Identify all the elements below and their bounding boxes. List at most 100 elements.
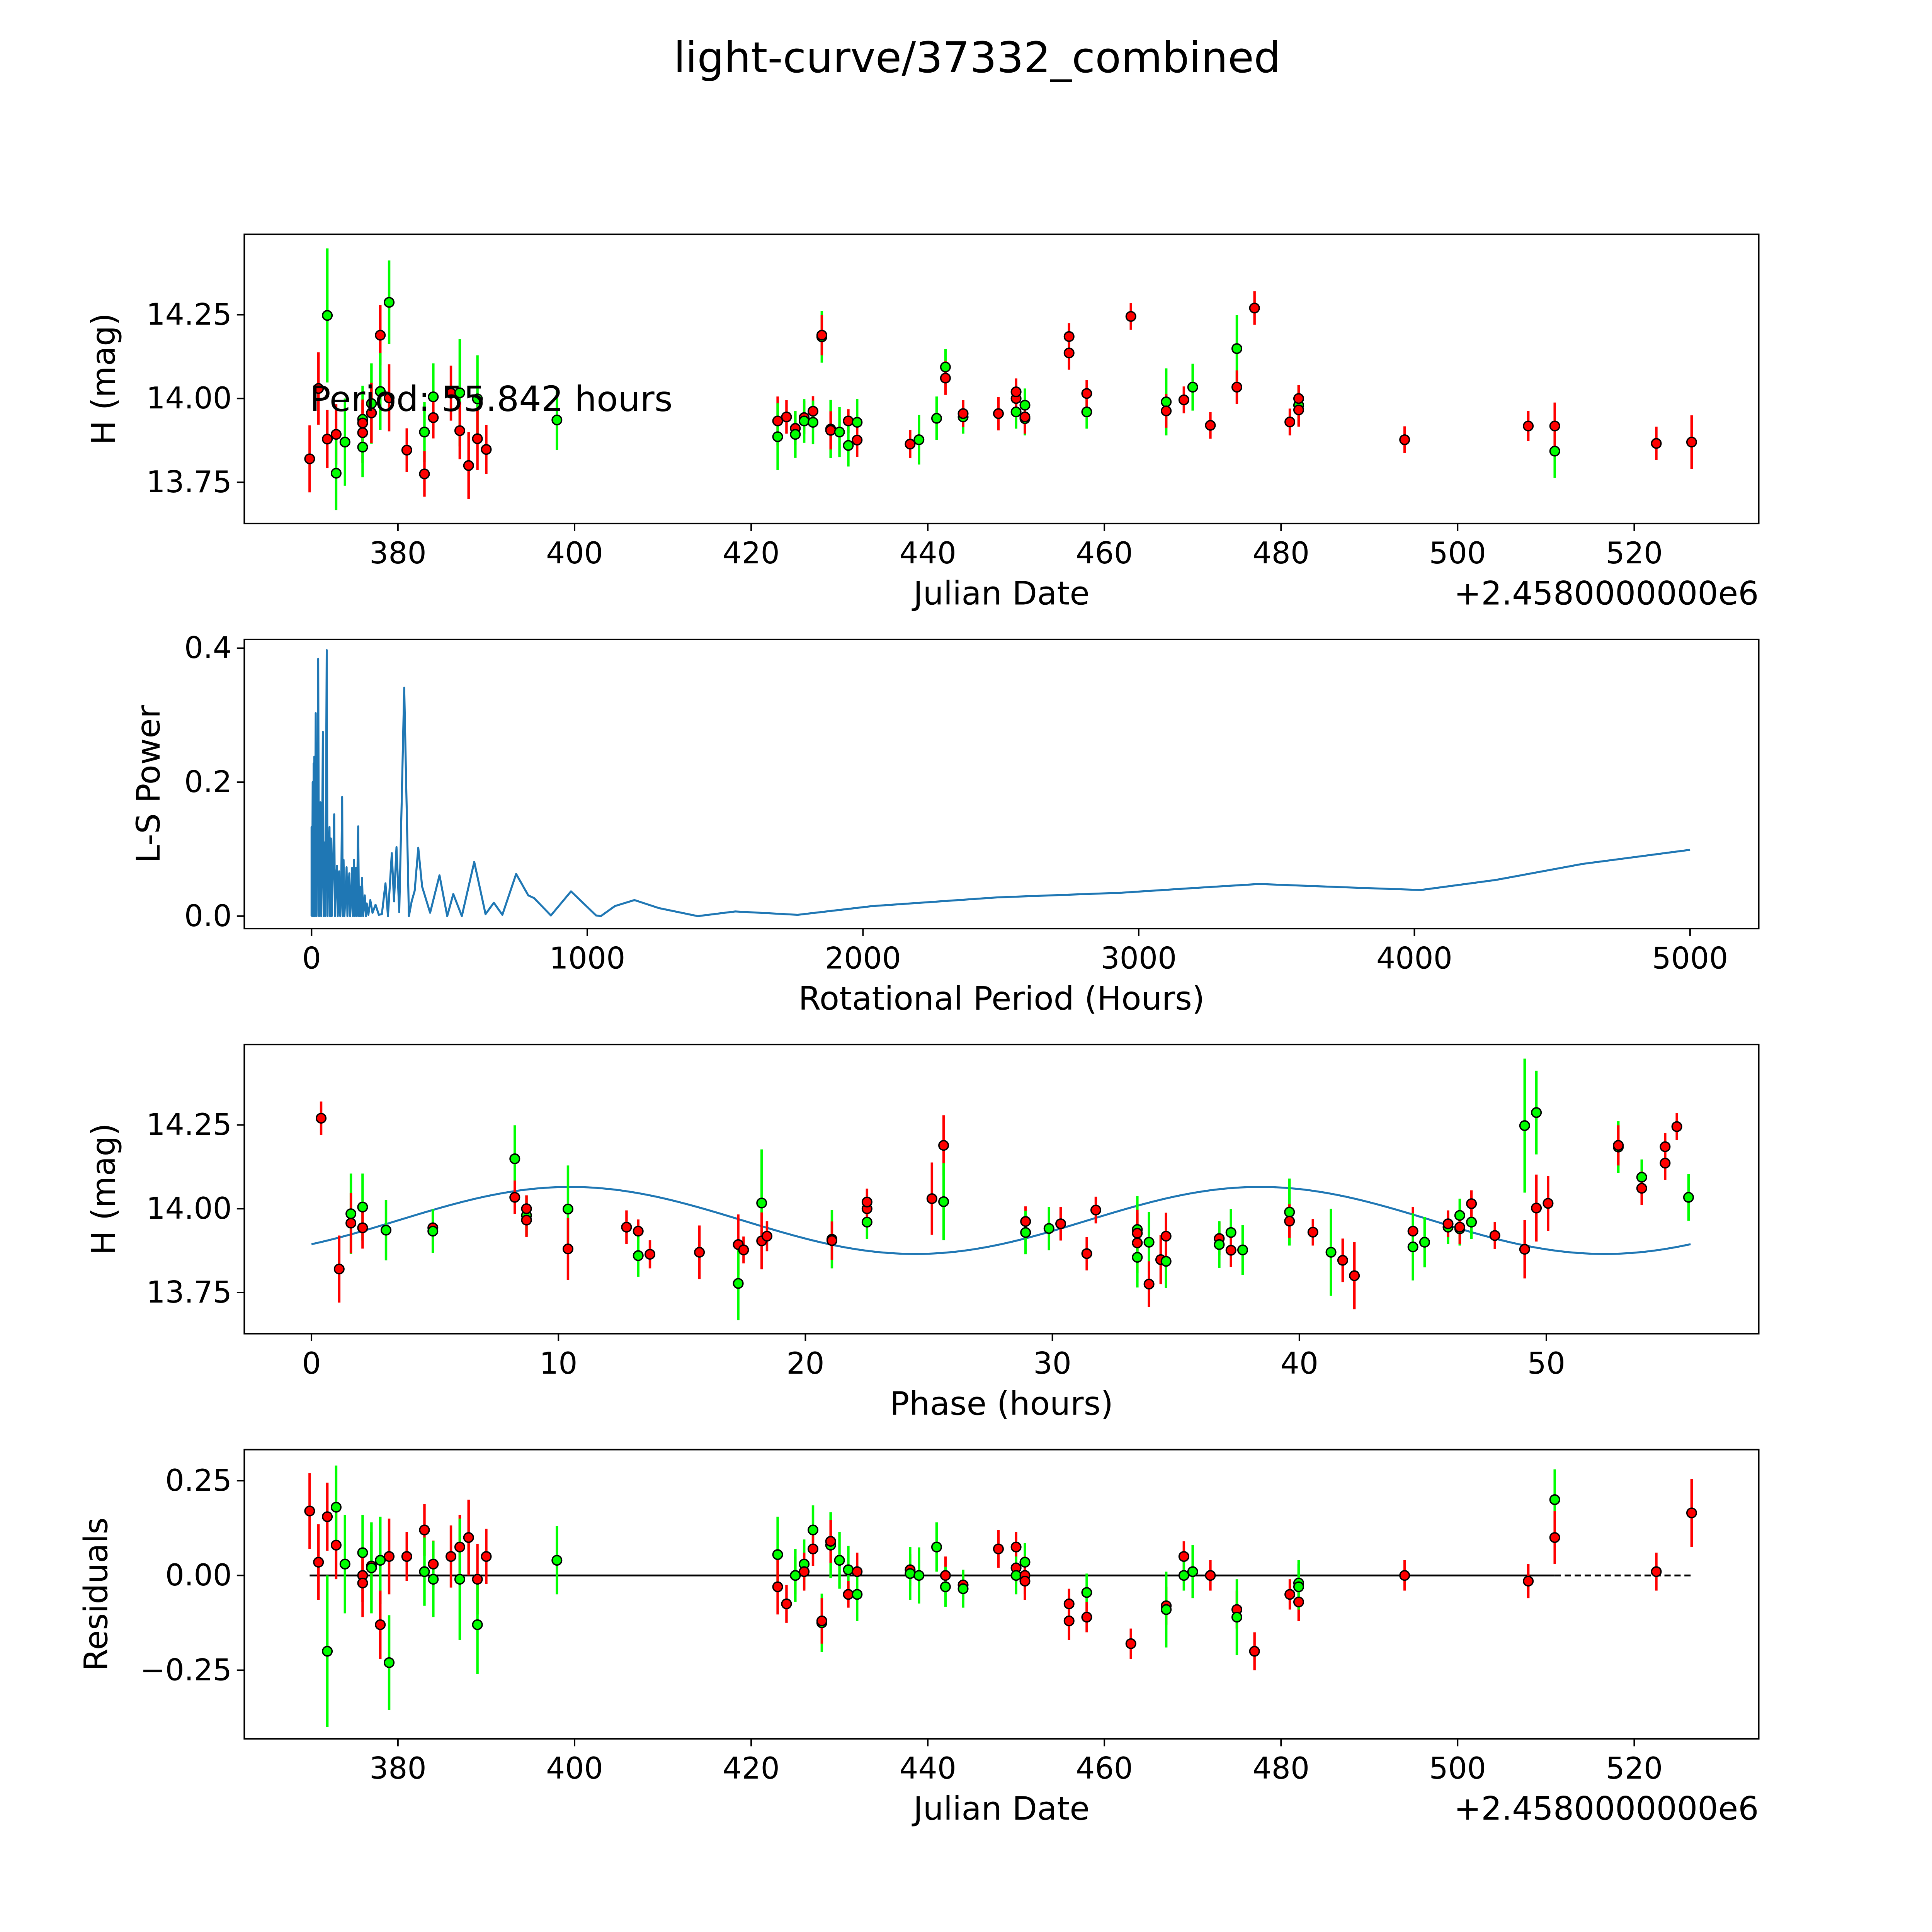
data-point-red xyxy=(1132,1237,1143,1248)
y-tick-label: 14.25 xyxy=(146,1107,232,1142)
data-point-red xyxy=(1454,1221,1465,1233)
data-point-red xyxy=(825,425,836,436)
y-tick-label: 0.25 xyxy=(165,1463,232,1498)
data-point-red xyxy=(1090,1204,1102,1216)
data-point-green xyxy=(1161,1604,1172,1615)
data-point-red xyxy=(1686,437,1697,448)
data-point-red xyxy=(463,1532,474,1543)
data-point-green xyxy=(1010,406,1022,418)
data-point-green xyxy=(1187,381,1198,393)
data-point-red xyxy=(384,1551,395,1562)
data-point-green xyxy=(807,417,819,428)
data-point-red xyxy=(1284,1589,1296,1600)
data-point-red xyxy=(1063,1615,1075,1626)
data-point-red xyxy=(993,1543,1004,1554)
data-point-red xyxy=(1686,1507,1697,1519)
x-axis-label: Julian Date xyxy=(912,1790,1090,1828)
data-point-red xyxy=(330,1539,342,1551)
data-point-green xyxy=(852,417,863,428)
data-point-red xyxy=(816,1615,827,1626)
data-point-red xyxy=(1543,1198,1554,1209)
data-point-red xyxy=(633,1226,644,1237)
y-tick-label: 0.2 xyxy=(184,765,232,799)
data-point-red xyxy=(852,434,863,446)
y-tick-label: 0.4 xyxy=(184,631,232,665)
x-tick-label: 0 xyxy=(302,1346,321,1381)
data-point-green xyxy=(375,1554,386,1566)
data-point-red xyxy=(1636,1183,1647,1194)
x-tick-label: 4000 xyxy=(1376,941,1452,976)
data-point-red xyxy=(1178,1551,1189,1562)
data-point-green xyxy=(419,1566,430,1577)
data-point-green xyxy=(384,1657,395,1668)
data-point-green xyxy=(799,415,810,427)
data-point-red xyxy=(1293,1596,1304,1607)
data-point-red xyxy=(1349,1270,1360,1281)
x-offset-text: +2.4580000000e6 xyxy=(1454,1790,1759,1828)
data-point-red xyxy=(1063,1598,1075,1609)
data-point-red xyxy=(772,415,783,427)
data-point-red xyxy=(1125,1638,1136,1649)
data-point-green xyxy=(1019,400,1031,411)
data-point-green xyxy=(772,431,783,442)
data-point-green xyxy=(551,1554,563,1566)
data-point-green xyxy=(1293,1581,1304,1592)
data-point-red xyxy=(1161,405,1172,417)
y-tick-label: 13.75 xyxy=(146,1275,232,1310)
y-axis-label: H (mag) xyxy=(85,1123,122,1255)
data-point-green xyxy=(1237,1244,1248,1255)
data-point-red xyxy=(428,412,439,423)
data-point-red xyxy=(1489,1230,1500,1241)
data-point-green xyxy=(633,1250,644,1261)
data-point-red xyxy=(1178,394,1189,405)
panel-light_curve: 380 400 420 440 460 480 500 520 13.75 14.00 14.25 J… xyxy=(85,248,1759,612)
x-tick-label: 400 xyxy=(546,536,603,571)
data-point-red xyxy=(322,434,333,445)
data-point-green xyxy=(1020,1227,1031,1238)
data-point-green xyxy=(1043,1223,1054,1234)
data-point-green xyxy=(772,1549,783,1560)
x-tick-label: 2000 xyxy=(825,941,901,976)
data-point-green xyxy=(551,414,563,425)
data-point-green xyxy=(913,434,925,446)
periodogram-line xyxy=(310,649,1690,917)
data-point-red xyxy=(1205,420,1216,431)
data-point-red xyxy=(333,1264,345,1275)
data-point-green xyxy=(454,1574,465,1585)
data-point-green xyxy=(384,297,395,308)
data-point-red xyxy=(816,330,827,341)
data-point-red xyxy=(1143,1279,1155,1290)
data-point-red xyxy=(738,1244,749,1255)
data-point-green xyxy=(357,1547,368,1558)
data-point-red xyxy=(375,330,386,341)
axes-frame xyxy=(243,1449,1760,1740)
data-point-green xyxy=(843,440,854,451)
x-tick-label: 520 xyxy=(1606,536,1663,571)
data-point-green xyxy=(427,1226,439,1237)
data-point-red xyxy=(905,439,916,450)
data-point-green xyxy=(905,1568,916,1579)
data-point-green xyxy=(1160,1256,1172,1267)
y-tick-label: 0.00 xyxy=(165,1558,232,1593)
x-tick-label: 460 xyxy=(1076,1751,1133,1786)
data-point-red xyxy=(1613,1140,1624,1151)
data-point-green xyxy=(861,1216,872,1228)
data-point-red xyxy=(1125,311,1136,322)
data-point-red xyxy=(472,1574,483,1585)
data-point-green xyxy=(790,429,801,440)
y-tick-label: 14.00 xyxy=(146,381,232,416)
data-point-red xyxy=(304,1505,315,1517)
data-point-red xyxy=(1651,438,1662,449)
axes-frame xyxy=(243,638,1760,930)
data-point-green xyxy=(790,1570,801,1581)
plot-area xyxy=(304,1465,1697,1727)
x-tick-label: 20 xyxy=(786,1346,824,1381)
data-point-red xyxy=(1225,1245,1236,1256)
data-point-red xyxy=(1523,420,1534,432)
y-tick-label: 14.25 xyxy=(146,297,232,332)
data-point-red xyxy=(445,1551,457,1562)
data-point-green xyxy=(357,442,368,453)
data-point-red xyxy=(1010,1541,1022,1553)
data-point-red xyxy=(926,1193,937,1204)
